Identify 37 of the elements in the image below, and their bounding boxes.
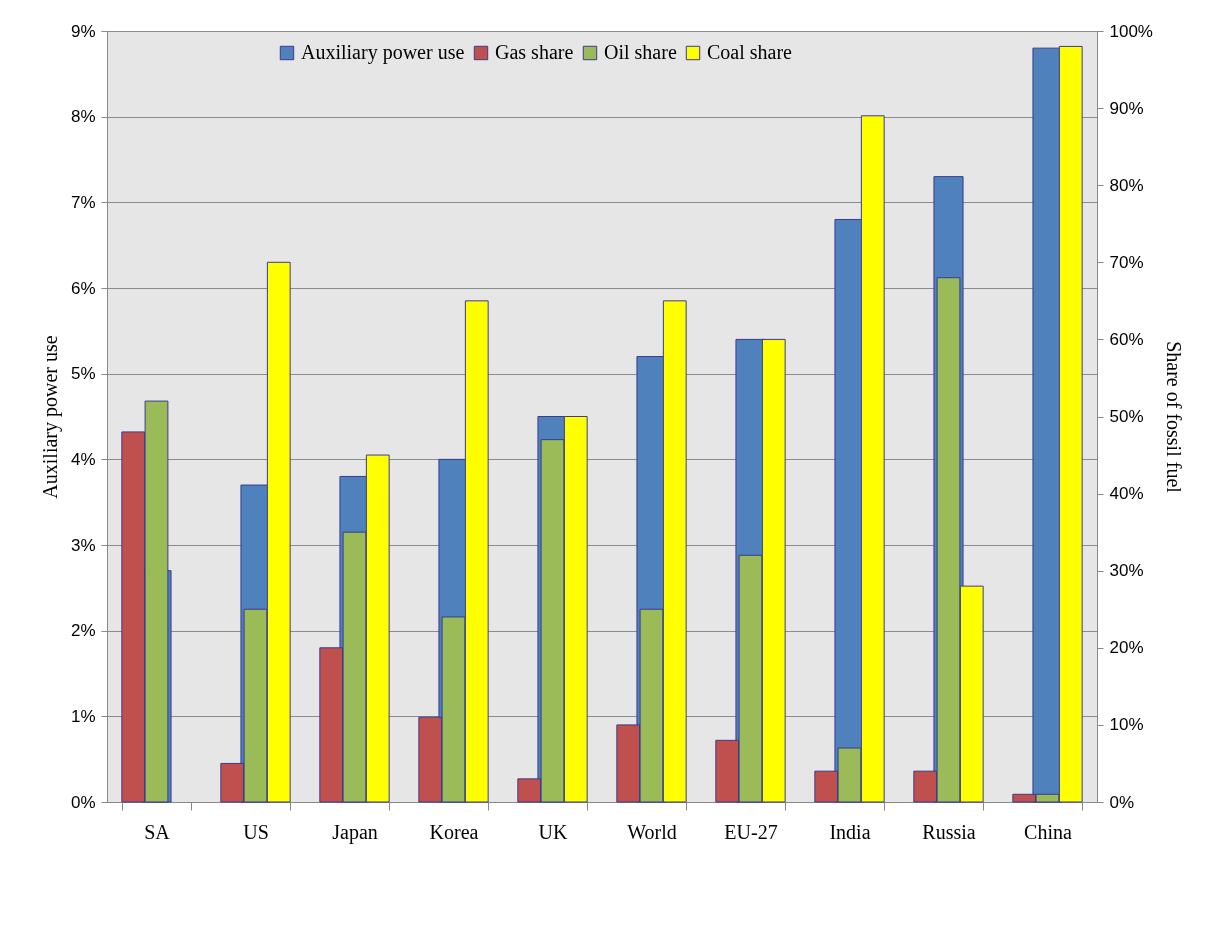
y2-tick-label: 30% (1109, 561, 1144, 581)
x-tick-label: UK (538, 820, 568, 843)
y2-tick-label: 40% (1109, 484, 1144, 504)
y-tick-label: 2% (70, 621, 96, 641)
x-tick-label: China (1024, 820, 1073, 843)
x-tick-label: EU-27 (724, 820, 778, 843)
y-tick-label: 5% (70, 364, 96, 384)
y2-axis-title: Share of fossil fuel (1162, 341, 1185, 494)
legend-label: Oil share (604, 41, 677, 63)
y2-tick-label: 20% (1109, 638, 1144, 658)
y-tick-label: 4% (70, 449, 96, 469)
y2-tick-label: 80% (1109, 175, 1144, 195)
x-tick-label: Korea (429, 820, 479, 843)
legend-label: Coal share (707, 41, 793, 63)
y2-tick-label: 70% (1109, 252, 1144, 272)
legend-label: Auxiliary power use (301, 41, 465, 64)
y2-tick-label: 10% (1109, 715, 1144, 735)
y-tick-label: 3% (70, 535, 96, 555)
legend-label: Gas share (495, 41, 574, 63)
y2-tick-label: 0% (1109, 792, 1135, 812)
y2-tick-label: 50% (1109, 407, 1144, 426)
y-tick-label: 7% (70, 192, 96, 212)
y-tick-label: 6% (70, 278, 96, 298)
y2-tick-label: 60% (1109, 329, 1144, 349)
y-tick-label: 9% (70, 21, 96, 41)
y-axis-title: Auxiliary power use (38, 335, 62, 499)
y-tick-label: 0% (70, 792, 96, 812)
x-tick-label: India (829, 820, 871, 843)
x-tick-label: US (243, 820, 269, 843)
y-tick-label: 8% (70, 107, 96, 127)
x-tick-label: Russia (922, 820, 976, 843)
y2-tick-label: 100% (1109, 21, 1153, 41)
y-tick-label: 1% (70, 706, 96, 726)
x-tick-label: Japan (332, 820, 378, 844)
x-tick-label: SA (144, 820, 171, 843)
y2-tick-label: 90% (1109, 98, 1144, 118)
x-tick-label: World (627, 820, 677, 843)
